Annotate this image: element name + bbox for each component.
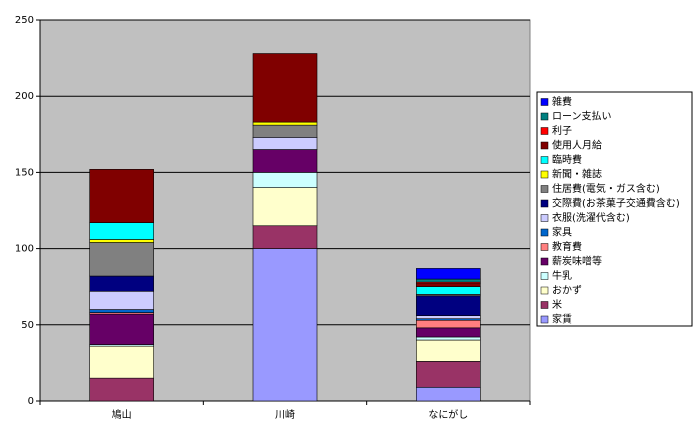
legend-label: 牛乳 (552, 269, 572, 282)
bar-segment (252, 124, 318, 138)
bar-segment (252, 187, 318, 227)
bar-segment (252, 172, 318, 188)
bar-segment (416, 295, 481, 316)
legend-label: おかず (552, 285, 582, 297)
y-tick-label: 100 (15, 244, 34, 255)
bar-segment (252, 53, 318, 123)
legend-swatch (540, 112, 549, 121)
x-tick-label: 川崎 (275, 408, 295, 421)
bar-segment (89, 239, 154, 243)
bar-segment (89, 275, 154, 292)
bar-segment (416, 286, 481, 295)
bar-segment (416, 319, 481, 329)
legend-swatch (540, 301, 549, 309)
bar-segment (416, 339, 481, 362)
y-tick-label: 250 (15, 15, 34, 26)
y-tick-label: 50 (21, 320, 34, 331)
y-tick-label: 0 (28, 396, 34, 407)
bar-segment (252, 121, 318, 126)
bar-segment (416, 361, 481, 388)
legend-swatch (540, 257, 549, 266)
legend-swatch (540, 199, 549, 208)
x-tick-label: なにがし (428, 408, 468, 421)
legend-swatch (540, 170, 549, 179)
legend-swatch (540, 214, 549, 222)
bar-segment (416, 283, 481, 288)
bar-segment (89, 242, 154, 277)
legend-label: 雑費 (552, 95, 572, 108)
legend-swatch (540, 272, 549, 280)
bar-segment (252, 248, 318, 402)
y-tick-label: 200 (15, 91, 34, 102)
bar-segment (416, 336, 481, 341)
legend (536, 91, 693, 327)
legend-swatch (540, 156, 549, 164)
bar-segment (89, 377, 154, 402)
legend-label: 臨時費 (552, 153, 582, 166)
bar-segment (89, 222, 154, 240)
legend-swatch (540, 185, 549, 193)
bar-segment (416, 386, 481, 402)
legend-label: 家賃 (552, 313, 572, 326)
legend-label: 住居費(電気・ガス含む) (552, 182, 660, 195)
bar-segment (252, 137, 318, 150)
bar-segment (416, 278, 481, 283)
legend-swatch (540, 286, 549, 295)
legend-swatch (540, 228, 549, 237)
legend-label: 新聞・雑誌 (552, 168, 602, 181)
legend-swatch (540, 243, 549, 251)
bar-segment (416, 327, 481, 338)
x-tick-label: 鳩山 (112, 408, 132, 421)
bar-segment (89, 169, 154, 223)
legend-swatch (540, 98, 549, 106)
legend-label: ローン支払い (552, 110, 612, 123)
legend-label: 衣服(洗濯代含む) (552, 211, 630, 224)
legend-label: 交際費(お茶菓子交通費含む) (552, 197, 680, 210)
legend-label: 家具 (552, 226, 572, 239)
y-tick-label: 150 (15, 167, 34, 178)
legend-label: 教育費 (552, 240, 582, 253)
legend-label: 薪炭味噌等 (552, 255, 602, 268)
legend-label: 利子 (552, 125, 572, 137)
bar-segment (252, 225, 318, 249)
legend-swatch (540, 127, 549, 135)
legend-label: 米 (552, 298, 562, 311)
bar-segment (89, 290, 154, 310)
bar-segment (89, 309, 154, 313)
legend-swatch (540, 141, 549, 150)
bar-segment (416, 268, 481, 280)
bar-segment (416, 315, 481, 320)
bar-segment (252, 149, 318, 173)
legend-swatch (540, 315, 549, 324)
bar-segment (89, 345, 154, 379)
legend-label: 使用人月給 (552, 139, 602, 152)
bar-segment (89, 313, 154, 345)
